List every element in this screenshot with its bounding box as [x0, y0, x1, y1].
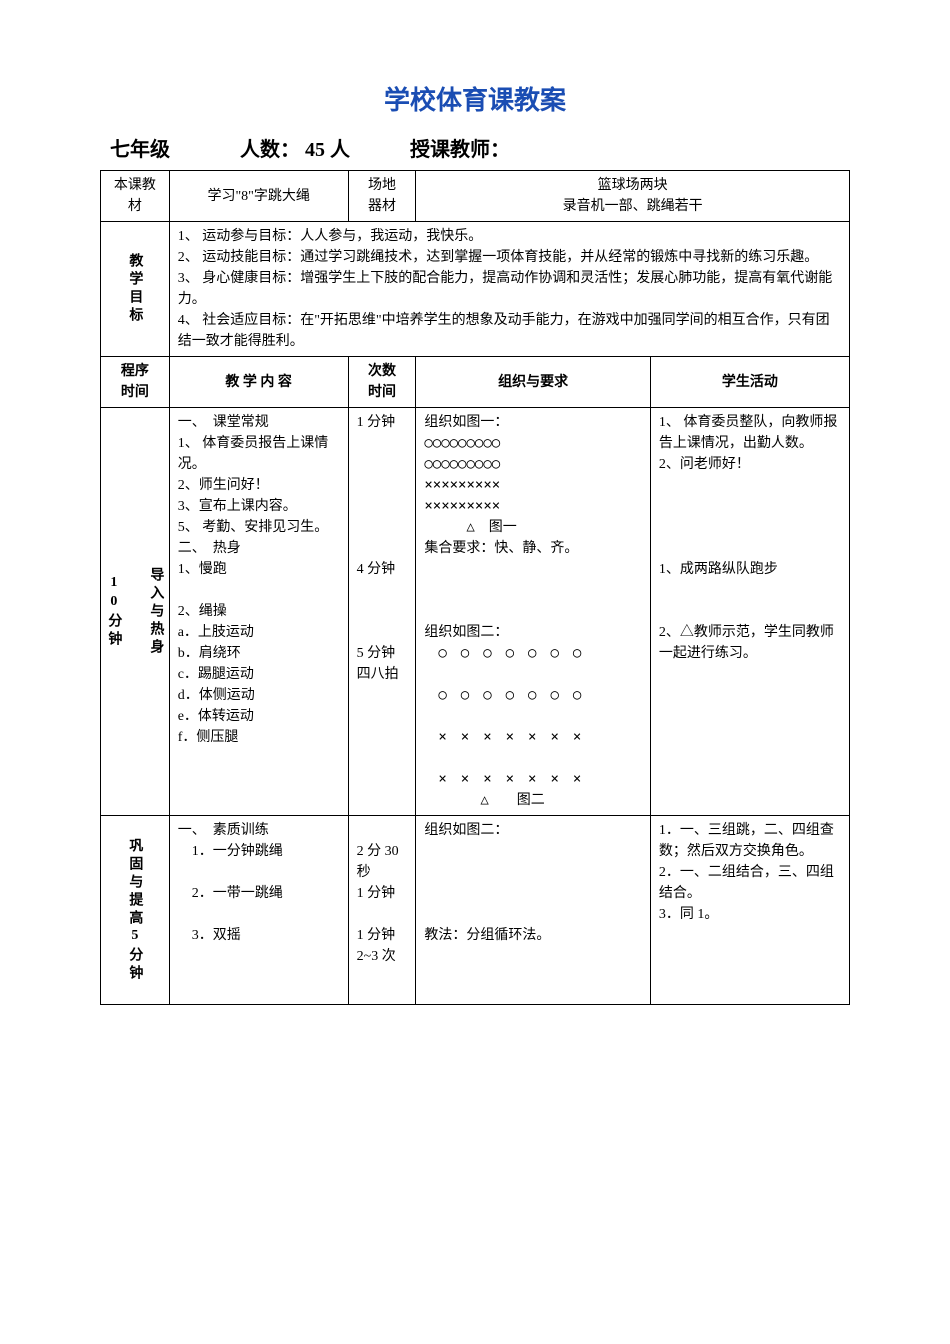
table-row: 巩固与提高5分钟 一、 素质训练 1．一分钟跳绳 2．一带一跳绳 3．双摇 2 …: [101, 816, 850, 1005]
section1-label: 导入与热身 10分钟: [101, 408, 170, 816]
header-count: 次数 时间: [348, 357, 416, 408]
section1-org: 组织如图一： ○○○○○○○○○ ○○○○○○○○○ ××××××××× ×××…: [416, 408, 651, 816]
page-title: 学校体育课教案: [100, 80, 850, 117]
teacher-label: 授课教师：: [410, 133, 510, 162]
count-value: 45 人: [305, 133, 350, 162]
section2-count: 2 分 30秒 1 分钟 1 分钟 2~3 次: [348, 816, 416, 1005]
venue-label: 场地 器材: [348, 171, 416, 222]
course-material-content: 学习"8"字跳大绳: [169, 171, 348, 222]
teaching-goal-label: 教学目标: [101, 222, 170, 357]
header-content: 教 学 内 容: [169, 357, 348, 408]
count-label: 人数：: [240, 133, 300, 162]
table-row: 本课教材 学习"8"字跳大绳 场地 器材 篮球场两块 录音机一部、跳绳若干: [101, 171, 850, 222]
table-row: 程序 时间 教 学 内 容 次数 时间 组织与要求 学生活动: [101, 357, 850, 408]
section2-student: 1．一、三组跳，二、四组查数；然后双方交换角色。 2．一、二组结合，三、四组结合…: [650, 816, 849, 1005]
section1-count: 1 分钟 4 分钟 5 分钟 四八拍: [348, 408, 416, 816]
course-material-label: 本课教材: [101, 171, 170, 222]
section1-content: 一、 课堂常规 1、 体育委员报告上课情况。 2、师生问好！ 3、宣布上课内容。…: [169, 408, 348, 816]
header-student: 学生活动: [650, 357, 849, 408]
subtitle-row: 七年级 人数： 45 人 授课教师：: [100, 133, 850, 162]
section2-content: 一、 素质训练 1．一分钟跳绳 2．一带一跳绳 3．双摇: [169, 816, 348, 1005]
teaching-goal-content: 1、 运动参与目标：人人参与，我运动，我快乐。 2、 运动技能目标：通过学习跳绳…: [169, 222, 849, 357]
section2-org: 组织如图二： 教法：分组循环法。: [416, 816, 651, 1005]
table-row: 教学目标 1、 运动参与目标：人人参与，我运动，我快乐。 2、 运动技能目标：通…: [101, 222, 850, 357]
header-program: 程序 时间: [101, 357, 170, 408]
venue-content: 篮球场两块 录音机一部、跳绳若干: [416, 171, 850, 222]
section2-label: 巩固与提高5分钟: [101, 816, 170, 1005]
grade-label: 七年级: [110, 133, 170, 162]
lesson-plan-table: 本课教材 学习"8"字跳大绳 场地 器材 篮球场两块 录音机一部、跳绳若干 教学…: [100, 170, 850, 1005]
table-row: 导入与热身 10分钟 一、 课堂常规 1、 体育委员报告上课情况。 2、师生问好…: [101, 408, 850, 816]
section1-student: 1、 体育委员整队，向教师报告上课情况，出勤人数。 2、问老师好！ 1、成两路纵…: [650, 408, 849, 816]
header-org: 组织与要求: [416, 357, 651, 408]
